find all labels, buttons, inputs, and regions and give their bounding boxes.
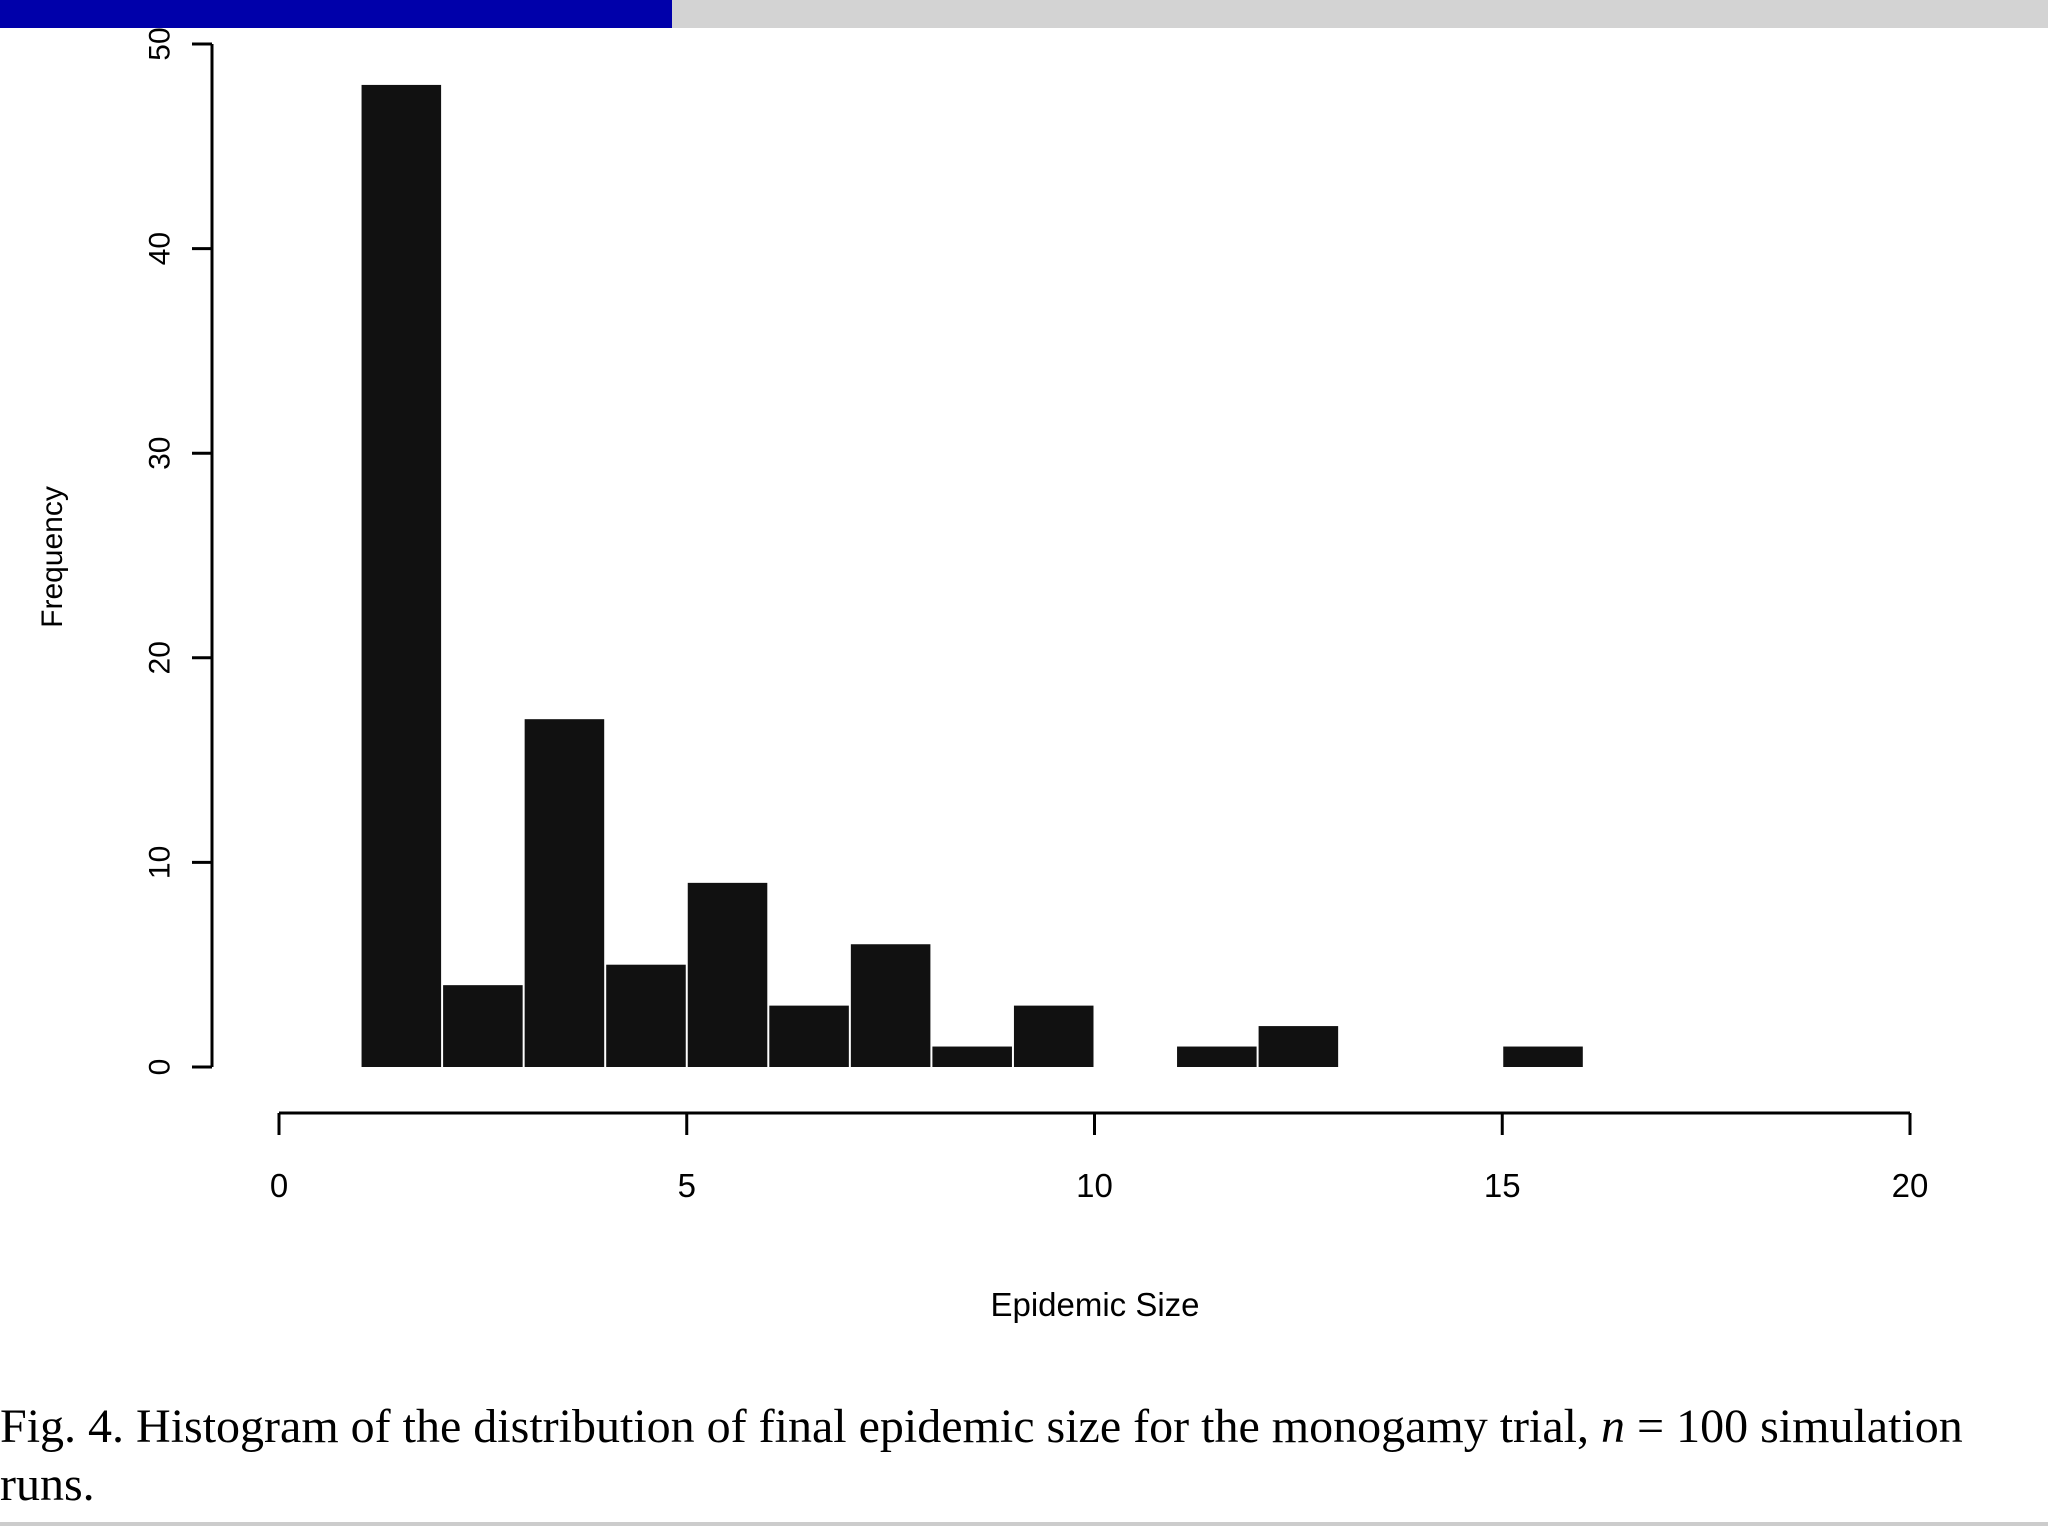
bottom-rule [0, 1522, 2048, 1526]
x-axis-label: Epidemic Size [990, 1286, 1199, 1323]
caption-suffix: = 100 simulation runs. [0, 1400, 1963, 1511]
y-tick-label: 10 [144, 846, 177, 879]
y-tick-label: 0 [144, 1059, 177, 1076]
x-tick-label: 20 [1892, 1167, 1929, 1204]
slide-progress-bar [0, 0, 2048, 28]
histogram-bar [932, 1046, 1012, 1067]
histogram-bar [769, 1005, 849, 1067]
y-tick-label: 30 [144, 437, 177, 470]
caption-prefix: Fig. 4. Histogram of the distribution of… [0, 1400, 1602, 1453]
x-tick-label: 0 [270, 1167, 288, 1204]
x-tick-label: 10 [1076, 1167, 1113, 1204]
histogram-bar [1258, 1026, 1339, 1067]
histogram-bar [361, 84, 442, 1068]
slide-progress-fill [0, 0, 672, 28]
histogram-chart: 0 10 20 30 40 50 0 5 10 15 20 Epidemic Size Frequ… [36, 27, 1929, 1323]
histogram-bar [524, 719, 605, 1067]
x-tick-label: 5 [678, 1167, 696, 1204]
histogram-bar [606, 964, 686, 1067]
x-axis-ticks: 0 5 10 15 20 [270, 1113, 1929, 1204]
histogram-bar [850, 944, 931, 1067]
caption-n-symbol: n [1601, 1400, 1626, 1453]
y-axis-ticks: 0 10 20 30 40 50 [144, 27, 212, 1076]
histogram-bar [443, 985, 523, 1067]
histogram-bar [1013, 1005, 1094, 1067]
y-axis-label: Frequency [36, 486, 69, 628]
histogram-bar [1503, 1046, 1583, 1067]
histogram-bar [687, 882, 768, 1067]
figure-caption: Fig. 4. Histogram of the distribution of… [0, 1398, 2040, 1514]
y-tick-label: 50 [144, 27, 177, 60]
x-tick-label: 15 [1484, 1167, 1521, 1204]
histogram-bar [1177, 1046, 1257, 1067]
y-tick-label: 40 [144, 232, 177, 265]
histogram-bars [361, 84, 1583, 1068]
y-tick-label: 20 [144, 641, 177, 674]
